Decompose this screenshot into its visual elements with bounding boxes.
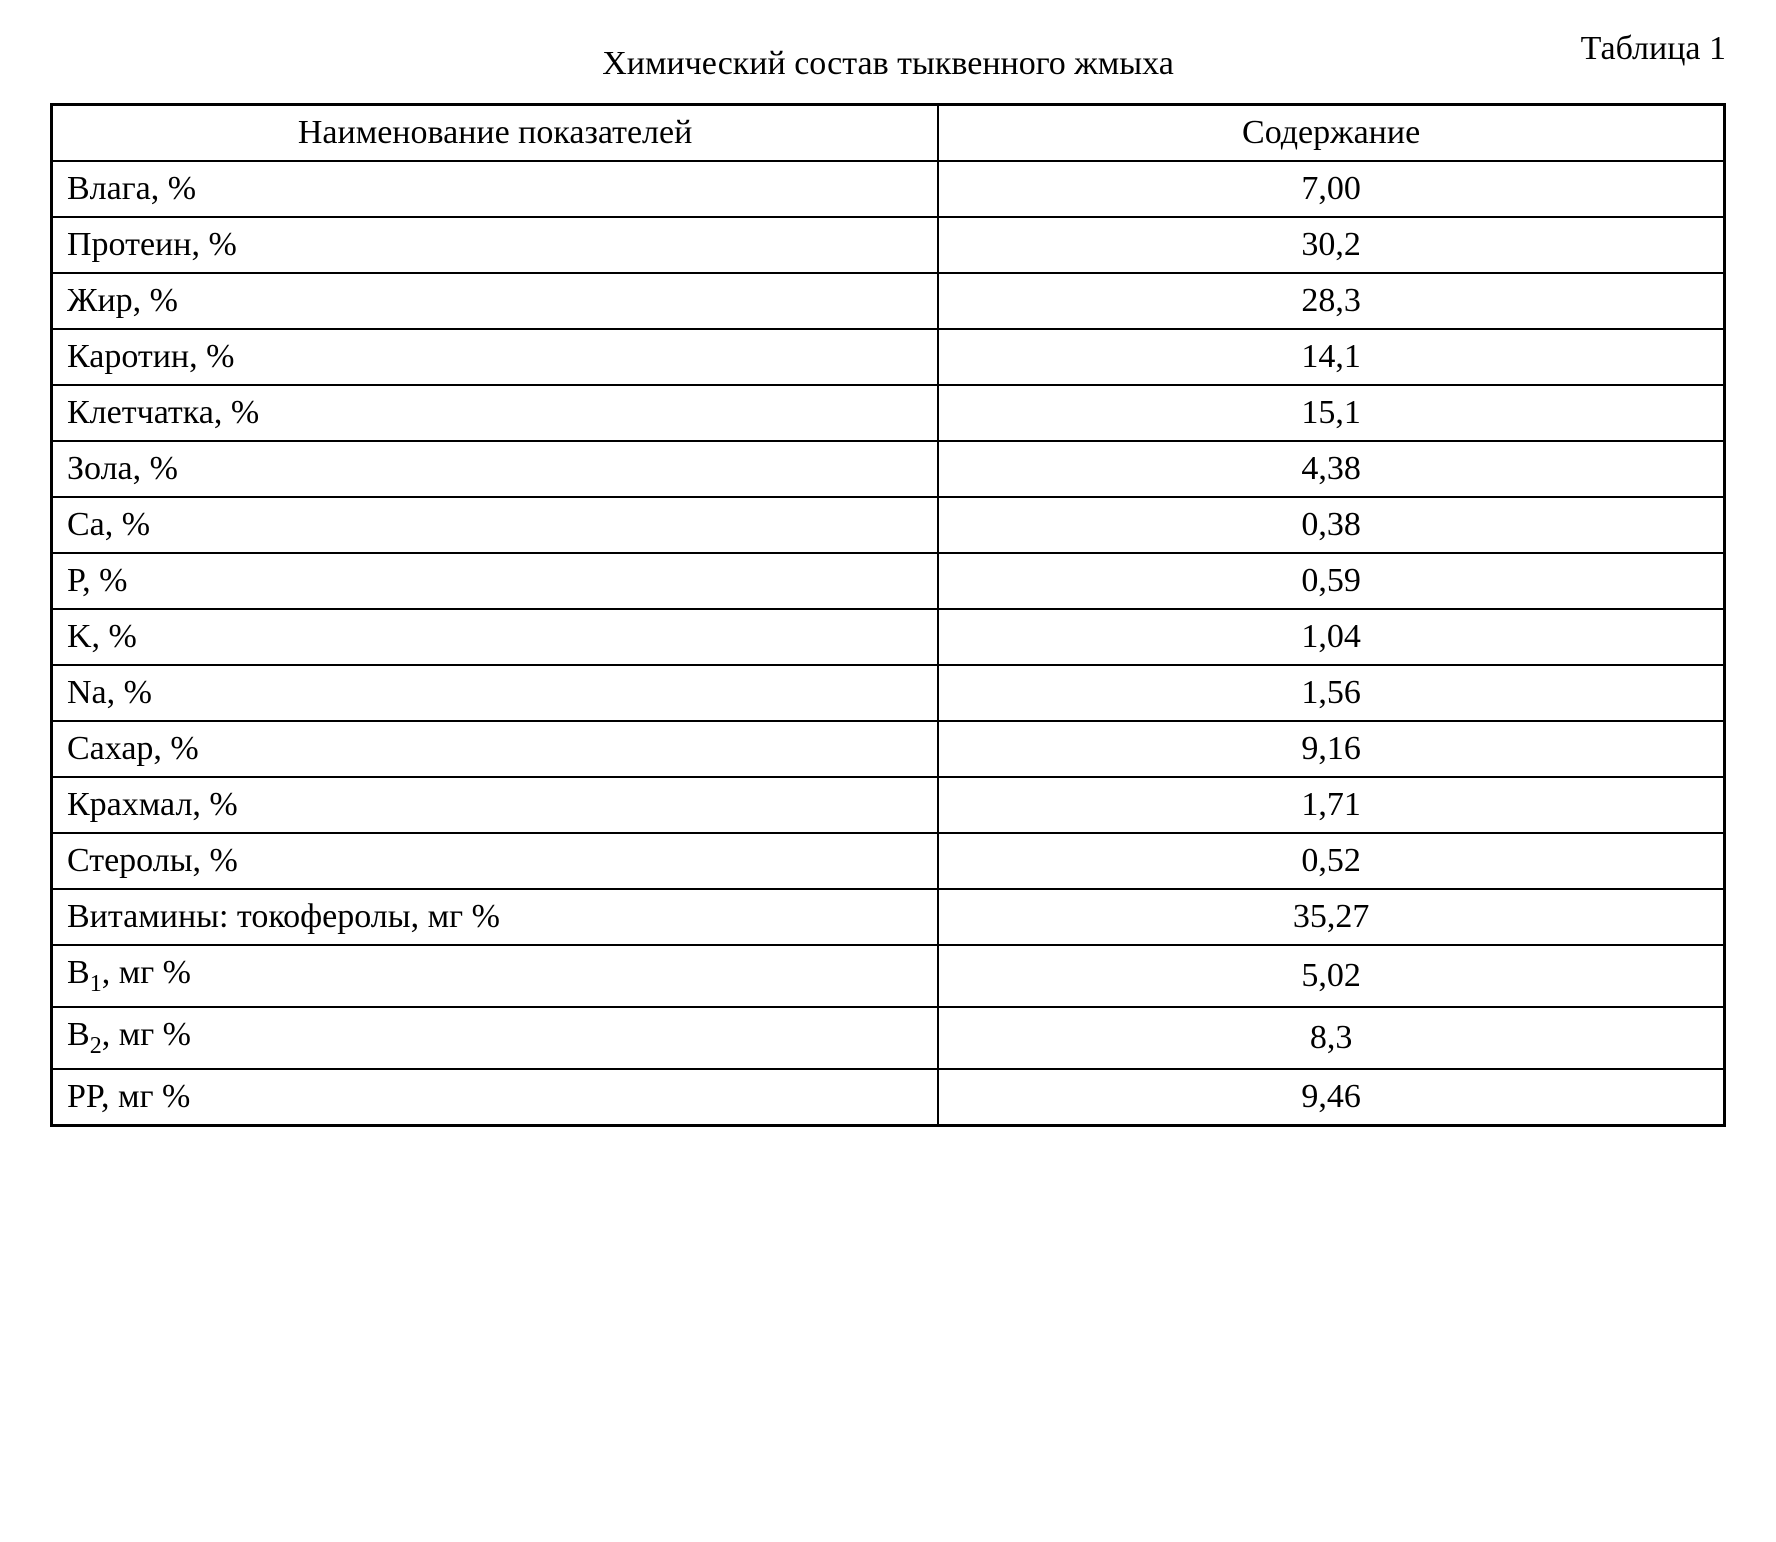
parameter-cell: P, % — [52, 553, 939, 609]
value-cell: 4,38 — [938, 441, 1724, 497]
value-cell: 28,3 — [938, 273, 1724, 329]
parameter-cell: Жир, % — [52, 273, 939, 329]
parameter-cell: Стеролы, % — [52, 833, 939, 889]
parameter-cell: B2, мг % — [52, 1007, 939, 1069]
table-row: Протеин, %30,2 — [52, 217, 1725, 273]
parameter-cell: Сахар, % — [52, 721, 939, 777]
value-cell: 5,02 — [938, 945, 1724, 1007]
value-cell: 0,59 — [938, 553, 1724, 609]
table-row: Сахар, %9,16 — [52, 721, 1725, 777]
value-cell: 8,3 — [938, 1007, 1724, 1069]
table-row: Клетчатка, %15,1 — [52, 385, 1725, 441]
table-row: B2, мг %8,3 — [52, 1007, 1725, 1069]
table-row: Витамины: токоферолы, мг %35,27 — [52, 889, 1725, 945]
table-row: Ca, %0,38 — [52, 497, 1725, 553]
value-cell: 1,71 — [938, 777, 1724, 833]
header-row: Химический состав тыквенного жмыха Табли… — [50, 30, 1726, 83]
value-cell: 0,52 — [938, 833, 1724, 889]
parameter-cell: Протеин, % — [52, 217, 939, 273]
table-row: P, %0,59 — [52, 553, 1725, 609]
parameter-cell: K, % — [52, 609, 939, 665]
table-row: Na, %1,56 — [52, 665, 1725, 721]
parameter-cell: Клетчатка, % — [52, 385, 939, 441]
value-cell: 14,1 — [938, 329, 1724, 385]
table-row: Стеролы, %0,52 — [52, 833, 1725, 889]
table-label: Таблица 1 — [1581, 30, 1726, 68]
parameter-cell: Зола, % — [52, 441, 939, 497]
column-header-value: Содержание — [938, 105, 1724, 162]
parameter-cell: Крахмал, % — [52, 777, 939, 833]
table-row: Каротин, %14,1 — [52, 329, 1725, 385]
table-row: Жир, %28,3 — [52, 273, 1725, 329]
value-cell: 0,38 — [938, 497, 1724, 553]
value-cell: 35,27 — [938, 889, 1724, 945]
table-row: K, %1,04 — [52, 609, 1725, 665]
table-row: Зола, %4,38 — [52, 441, 1725, 497]
parameter-cell: Влага, % — [52, 161, 939, 217]
table-row: PP, мг %9,46 — [52, 1069, 1725, 1126]
value-cell: 9,46 — [938, 1069, 1724, 1126]
parameter-cell: PP, мг % — [52, 1069, 939, 1126]
document-title: Химический состав тыквенного жмыха — [50, 30, 1726, 83]
value-cell: 30,2 — [938, 217, 1724, 273]
parameter-cell: Каротин, % — [52, 329, 939, 385]
parameter-cell: Na, % — [52, 665, 939, 721]
value-cell: 1,56 — [938, 665, 1724, 721]
value-cell: 9,16 — [938, 721, 1724, 777]
column-header-parameter: Наименование показателей — [52, 105, 939, 162]
value-cell: 15,1 — [938, 385, 1724, 441]
table-row: B1, мг %5,02 — [52, 945, 1725, 1007]
parameter-cell: Ca, % — [52, 497, 939, 553]
value-cell: 7,00 — [938, 161, 1724, 217]
table-header-row: Наименование показателей Содержание — [52, 105, 1725, 162]
value-cell: 1,04 — [938, 609, 1724, 665]
table-row: Влага, %7,00 — [52, 161, 1725, 217]
composition-table: Наименование показателей Содержание Влаг… — [50, 103, 1726, 1127]
table-row: Крахмал, %1,71 — [52, 777, 1725, 833]
parameter-cell: Витамины: токоферолы, мг % — [52, 889, 939, 945]
parameter-cell: B1, мг % — [52, 945, 939, 1007]
